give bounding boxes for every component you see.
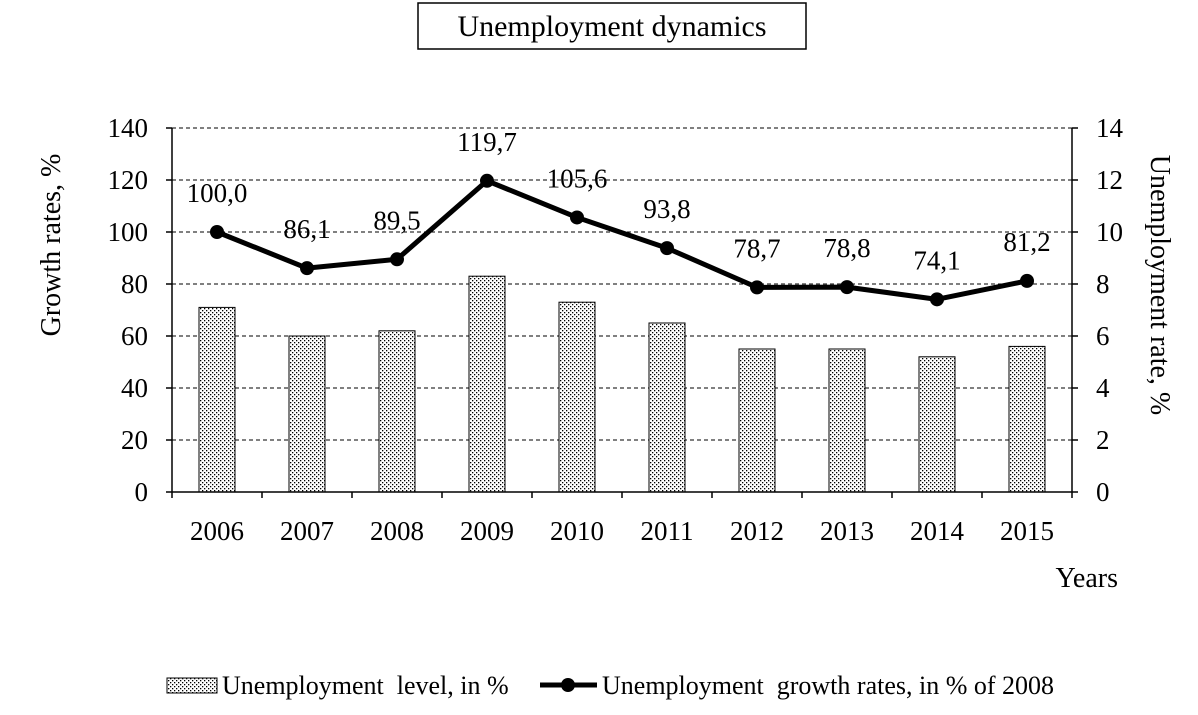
line-data-label: 89,5: [373, 205, 420, 235]
line-point: [480, 173, 494, 188]
chart-title: Unemployment dynamics: [417, 2, 807, 50]
legend-label-growth-rates: Unemployment growth rates, in % of 2008: [602, 671, 1054, 700]
line-point: [210, 225, 224, 239]
y-left-tick-label: 60: [121, 321, 148, 351]
legend: Unemployment level, in % Unemployment gr…: [166, 671, 1054, 700]
y-axis-left-label: Growth rates, %: [36, 154, 67, 337]
y-right-tick-label: 12: [1096, 165, 1123, 195]
line-point: [300, 261, 314, 276]
y-left-tick-label: 120: [108, 165, 149, 195]
legend-swatch-bar: [166, 677, 218, 694]
bar: [198, 306, 236, 493]
y-right-tick-label: 10: [1096, 217, 1123, 247]
line-point: [930, 292, 944, 307]
line-data-label: 81,2: [1003, 227, 1050, 257]
x-tick-label: 2009: [460, 516, 514, 546]
line-series-growth-rates: [210, 173, 1034, 307]
y-right-tick-label: 2: [1096, 425, 1110, 455]
chart-title-text: Unemployment dynamics: [457, 10, 766, 43]
y-axis-right-label: Unemployment rate, %: [1144, 155, 1175, 415]
bar-series-unemployment-level: [198, 275, 1046, 493]
x-tick-label: 2007: [280, 516, 334, 546]
line-point: [570, 210, 584, 225]
bar: [288, 335, 326, 493]
x-tick-label: 2010: [550, 516, 604, 546]
legend-item-unemployment-level: Unemployment level, in %: [166, 671, 509, 700]
x-tick-label: 2006: [190, 516, 244, 546]
y-right-tick-label: 8: [1096, 269, 1110, 299]
y-left-tick-label: 40: [121, 373, 148, 403]
tick-labels: 0 20 40 60 80 100 120 140 0 2 4 6 8 10 12 14 2006 2007 200…: [108, 113, 1124, 546]
x-tick-label: 2013: [820, 516, 874, 546]
line-point: [390, 252, 404, 267]
bar: [918, 356, 956, 493]
line-data-label: 93,8: [643, 194, 690, 224]
line-point: [1020, 273, 1034, 288]
line-data-label: 119,7: [457, 127, 517, 157]
line-data-label: 78,7: [733, 233, 780, 263]
y-left-tick-label: 100: [108, 217, 149, 247]
line-data-label: 105,6: [547, 163, 608, 193]
y-left-tick-label: 140: [108, 113, 149, 143]
y-right-tick-label: 0: [1096, 477, 1110, 507]
bar: [648, 322, 686, 493]
y-left-tick-label: 0: [135, 477, 149, 507]
bar: [558, 301, 596, 493]
bar: [378, 330, 416, 493]
bar: [468, 275, 506, 493]
bar: [738, 348, 776, 493]
x-tick-label: 2012: [730, 516, 784, 546]
x-tick-label: 2015: [1000, 516, 1054, 546]
chart-title-box: [417, 2, 807, 50]
line-point: [750, 280, 764, 295]
axes: [166, 127, 1078, 498]
x-tick-label: 2014: [910, 516, 965, 546]
x-axis-label: Years: [1056, 563, 1119, 594]
legend-label-unemployment-level: Unemployment level, in %: [222, 671, 509, 700]
line-data-label: 78,8: [823, 233, 870, 263]
line-data-label: 74,1: [913, 245, 960, 275]
growth-line: [216, 178, 1028, 302]
bar: [1008, 345, 1046, 493]
data-labels: 100,0 86,1 89,5 119,7 105,6 93,8 78,7 78,8 74,1 8…: [187, 127, 1051, 276]
legend-item-growth-rates: Unemployment growth rates, in % of 2008: [540, 671, 1054, 700]
y-left-tick-label: 80: [121, 269, 148, 299]
y-right-tick-label: 6: [1096, 321, 1110, 351]
y-right-tick-label: 4: [1096, 373, 1110, 403]
legend-swatch-marker: [561, 678, 575, 692]
line-data-label: 100,0: [187, 178, 248, 208]
line-data-label: 86,1: [283, 214, 330, 244]
y-left-tick-label: 20: [121, 425, 148, 455]
x-tick-label: 2008: [370, 516, 424, 546]
line-point: [840, 280, 854, 295]
line-point: [660, 241, 674, 256]
y-right-tick-label: 14: [1096, 113, 1124, 143]
x-tick-label: 2011: [641, 516, 694, 546]
bar: [828, 348, 866, 493]
